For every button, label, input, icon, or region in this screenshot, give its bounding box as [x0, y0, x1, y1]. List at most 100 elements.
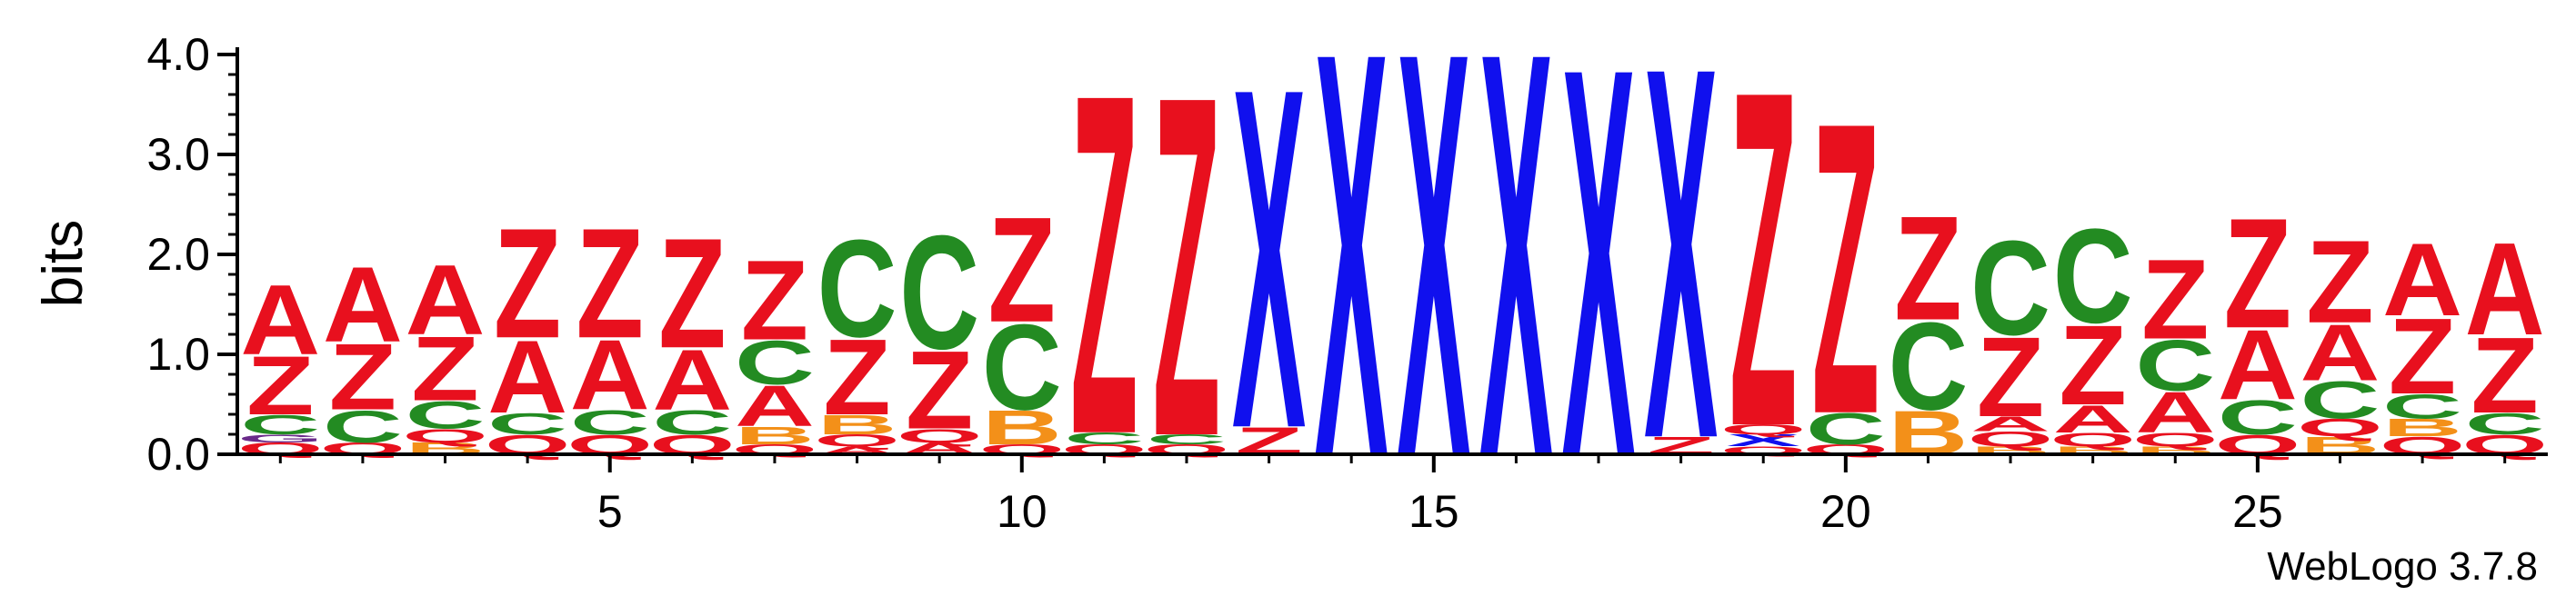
glyph-c-pos-12: C	[1147, 432, 1227, 447]
glyph-z-pos-25: Z	[2224, 185, 2291, 361]
glyph-a-pos-24: A	[2135, 380, 2215, 445]
glyph-z-pos-23: Z	[2060, 302, 2127, 429]
glyph-a-pos-22: A	[1970, 412, 2050, 436]
glyph-b-pos-10: B	[982, 401, 1062, 455]
glyph-x-pos-19: X	[1727, 432, 1800, 450]
glyph-c-pos-25: C	[2218, 391, 2298, 445]
glyph-c-pos-20: C	[1806, 404, 1886, 454]
glyph-x-pos-17: X	[1561, 0, 1636, 572]
glyph-c-pos-6: C	[652, 403, 732, 442]
glyph-q-pos-9: Q	[897, 424, 983, 446]
x-tick-label: 10	[997, 486, 1047, 537]
glyph-a-pos-2: A	[323, 246, 403, 365]
logo-column-17: X	[1561, 0, 1636, 572]
glyph-b-pos-27: B	[2382, 413, 2462, 442]
glyph-q-pos-26: Q	[2297, 413, 2383, 442]
glyph-a-pos-4: A	[487, 319, 567, 435]
glyph-x-pos-15: X	[1397, 0, 1471, 577]
glyph-c-pos-23: C	[2053, 200, 2133, 351]
logo-column-14: X	[1315, 0, 1389, 577]
weblogo-credit: WebLogo 3.7.8	[2267, 544, 2538, 589]
y-tick-label: 0.0	[146, 429, 210, 480]
glyph-z-pos-24: Z	[2141, 236, 2209, 363]
glyph-z-pos-4: Z	[494, 195, 561, 371]
glyph-a-pos-7: A	[735, 373, 815, 439]
glyph-z-pos-8: Z	[823, 316, 890, 438]
glyph-x-pos-16: X	[1479, 0, 1554, 577]
glyph-c-pos-1: C	[240, 409, 320, 440]
glyph-z-pos-1: Z	[246, 339, 314, 432]
glyph-z-pos-6: Z	[658, 205, 726, 381]
logo-column-20: QCZ	[1803, 36, 1889, 502]
glyph-b-pos-8: B	[817, 409, 897, 440]
glyph-g-pos-1: G	[237, 432, 324, 445]
glyph-z-pos-22: Z	[1977, 314, 2044, 442]
glyph-z-pos-12: Z	[1153, 0, 1220, 538]
y-tick-label: 3.0	[146, 129, 210, 180]
logo-column-11: QCZ	[1061, 0, 1148, 536]
glyph-z-pos-27: Z	[2389, 295, 2456, 417]
x-tick-label: 20	[1820, 486, 1871, 537]
glyph-c-pos-28: C	[2465, 406, 2545, 441]
glyph-b-pos-7: B	[735, 422, 815, 450]
glyph-q-pos-8: Q	[814, 432, 900, 450]
glyph-a-pos-1: A	[240, 263, 320, 375]
glyph-c-pos-9: C	[899, 203, 979, 383]
glyph-q-pos-23: Q	[2050, 429, 2136, 451]
glyph-z-pos-26: Z	[2306, 215, 2373, 348]
glyph-c-pos-27: C	[2382, 387, 2462, 426]
glyph-c-pos-8: C	[817, 212, 897, 366]
glyph-z-pos-21: Z	[1894, 185, 1961, 352]
x-tick-label: 25	[2232, 486, 2283, 537]
axes: 0.0 1.0 2.0 3.0 4.0 5 10 15 20 25	[146, 29, 2548, 537]
glyph-x-pos-14: X	[1315, 0, 1389, 577]
y-tick-label: 1.0	[146, 329, 210, 380]
glyph-z-pos-11: Z	[1070, 0, 1138, 536]
y-tick-label: 2.0	[146, 229, 210, 280]
glyph-z-pos-3: Z	[411, 317, 478, 420]
y-tick-label: 4.0	[146, 29, 210, 80]
glyph-x-pos-18: X	[1644, 0, 1719, 550]
glyph-a-pos-28: A	[2465, 216, 2545, 363]
x-tick-label: 5	[597, 486, 623, 537]
glyph-c-pos-7: C	[735, 328, 815, 398]
logo-column-15: X	[1397, 0, 1471, 577]
glyph-c-pos-4: C	[487, 406, 567, 441]
glyph-c-pos-5: C	[570, 403, 650, 442]
glyph-a-pos-6: A	[652, 332, 732, 428]
glyph-c-pos-24: C	[2135, 325, 2215, 406]
glyph-z-pos-20: Z	[1812, 36, 1879, 502]
logo-column-16: X	[1479, 0, 1554, 577]
glyph-q-pos-3: Q	[402, 424, 488, 446]
glyph-q-pos-24: Q	[2132, 429, 2219, 451]
glyph-c-pos-2: C	[323, 401, 403, 452]
glyph-z-pos-2: Z	[329, 324, 396, 430]
logo-column-21: BCZ	[1889, 185, 1969, 468]
logo-column-13: ZX	[1232, 0, 1307, 531]
glyph-a-pos-3: A	[406, 243, 486, 355]
glyph-z-pos-9: Z	[906, 328, 973, 452]
glyph-x-pos-13: X	[1232, 0, 1307, 531]
logo-column-18: ZX	[1644, 0, 1719, 550]
glyph-c-pos-22: C	[1970, 213, 2050, 363]
glyph-c-pos-26: C	[2300, 372, 2381, 431]
glyph-a-pos-25: A	[2218, 309, 2298, 421]
glyph-a-pos-5: A	[570, 319, 650, 431]
y-axis-label: bits	[32, 220, 95, 307]
glyph-q-pos-22: Q	[1968, 428, 2054, 452]
glyph-a-pos-26: A	[2300, 308, 2381, 398]
